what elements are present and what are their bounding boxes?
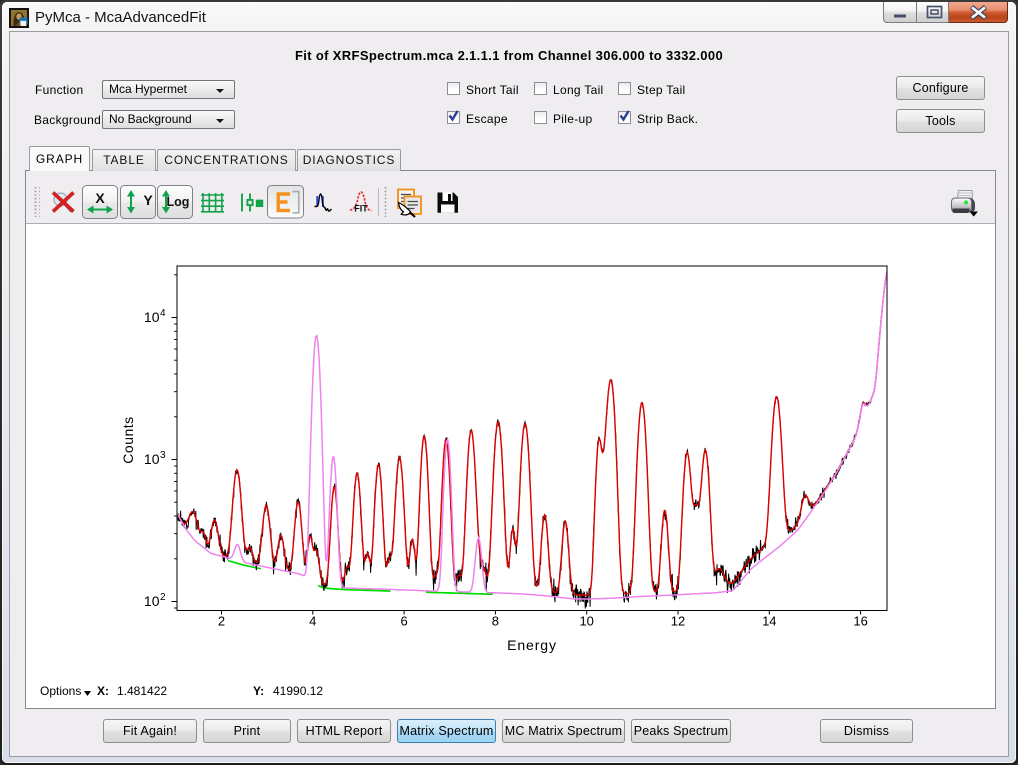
svg-text:FIT: FIT	[354, 204, 368, 214]
svg-text:8: 8	[492, 614, 499, 629]
svg-text:16: 16	[853, 614, 867, 629]
svg-text:4: 4	[309, 614, 316, 629]
svg-text:2: 2	[218, 614, 225, 629]
svg-text:10: 10	[579, 614, 593, 629]
svg-text:14: 14	[762, 614, 776, 629]
svg-text:10: 10	[144, 593, 160, 609]
svg-text:Energy: Energy	[507, 637, 557, 653]
svg-text:12: 12	[671, 614, 685, 629]
svg-text:2: 2	[160, 592, 166, 603]
svg-text:3: 3	[160, 450, 166, 461]
svg-text:10: 10	[144, 451, 160, 467]
svg-text:Counts: Counts	[120, 416, 136, 463]
svg-text:Y: Y	[143, 192, 153, 208]
svg-text:X: X	[95, 190, 105, 206]
svg-text:Log: Log	[167, 195, 190, 209]
svg-text:4: 4	[160, 308, 166, 319]
svg-text:6: 6	[400, 614, 407, 629]
svg-text:10: 10	[144, 309, 160, 325]
